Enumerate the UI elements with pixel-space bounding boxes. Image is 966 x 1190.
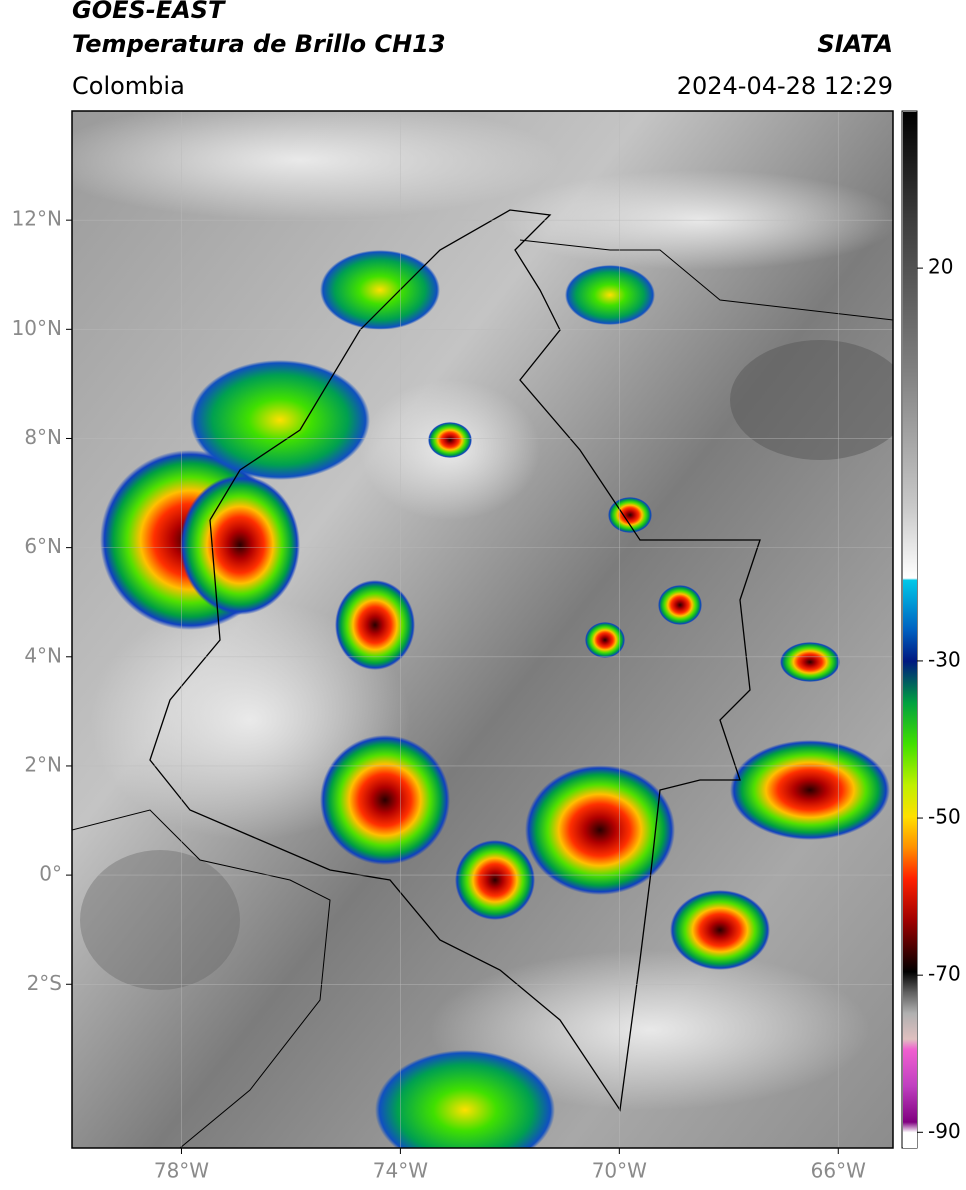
colorbar-tick-label: -70 — [928, 962, 961, 986]
lat-tick-label: 6°N — [24, 534, 62, 558]
subtitle: Temperatura de Brillo CH13 — [72, 30, 446, 58]
graticule — [72, 111, 893, 1148]
colorbar-frame — [901, 110, 918, 1149]
lat-tick-label: 2°N — [24, 752, 62, 776]
lat-tick-label: 2°S — [27, 971, 62, 995]
colorbar-tick-label: -50 — [928, 805, 961, 829]
imagery — [72, 111, 893, 1148]
lat-tick-label: 4°N — [24, 643, 62, 667]
lon-tick-label: 66°W — [811, 1159, 866, 1183]
lon-tick-label: 70°W — [592, 1159, 647, 1183]
title: GOES-EAST — [72, 0, 225, 24]
region: Colombia — [72, 72, 185, 100]
map-frame — [71, 110, 894, 1149]
lon-tick-label: 74°W — [373, 1159, 428, 1183]
lon-tick-label: 78°W — [154, 1159, 209, 1183]
source: SIATA — [817, 30, 893, 58]
lat-tick-label: 12°N — [12, 207, 62, 231]
colorbar — [903, 112, 917, 1148]
datetime: 2024-04-28 12:29 — [676, 72, 893, 100]
colorbar-tick-label: -30 — [928, 647, 961, 671]
colorbar-tick-label: -90 — [928, 1119, 961, 1143]
lat-tick-label: 8°N — [24, 425, 62, 449]
colorbar-tick-label: 20 — [928, 255, 953, 279]
lat-tick-label: 0° — [39, 862, 62, 886]
lat-tick-label: 10°N — [12, 316, 62, 340]
